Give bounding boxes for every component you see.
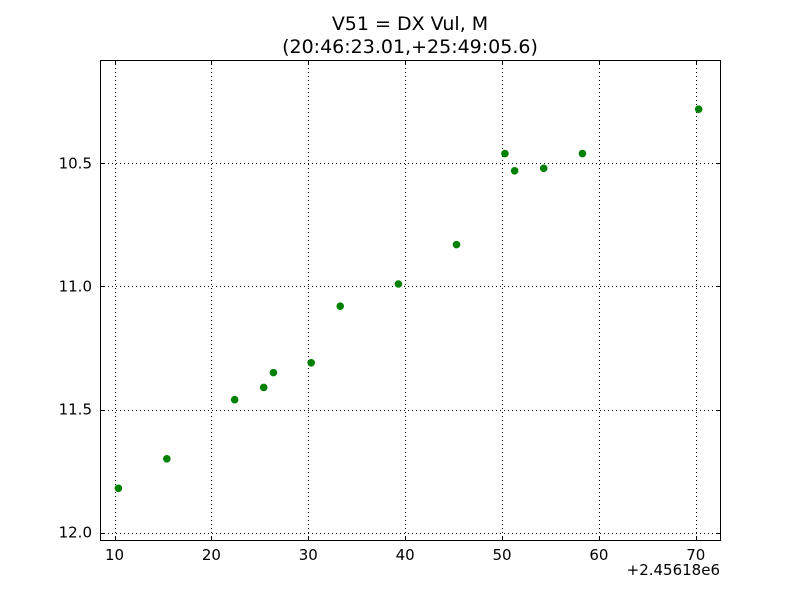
y-tick-label: 11.5 bbox=[59, 401, 92, 419]
data-point bbox=[163, 454, 171, 463]
grid-lines bbox=[100, 60, 720, 540]
data-point bbox=[510, 166, 519, 175]
x-tick-label: 70 bbox=[686, 546, 705, 564]
data-point bbox=[394, 280, 403, 288]
y-tick-label: 11.0 bbox=[59, 277, 92, 295]
chart-title-line-2: (20:46:23.01,+25:49:05.6) bbox=[282, 36, 538, 58]
y-tick-label: 10.5 bbox=[59, 154, 92, 172]
plot-frame bbox=[100, 60, 721, 541]
data-point bbox=[694, 105, 703, 114]
data-point bbox=[230, 395, 239, 404]
data-point bbox=[269, 368, 278, 377]
y-tick-labels: 10.5 11.0 11.5 12.0 bbox=[59, 154, 92, 541]
data-point bbox=[259, 383, 268, 392]
data-point bbox=[501, 149, 509, 158]
axis-ticks bbox=[100, 60, 720, 540]
data-points bbox=[114, 105, 703, 493]
x-tick-label: 50 bbox=[492, 546, 511, 564]
data-point bbox=[452, 240, 461, 249]
x-offset-label: +2.45618e6 bbox=[627, 561, 720, 579]
data-point bbox=[578, 149, 587, 158]
data-point bbox=[336, 302, 345, 310]
y-tick-label: 12.0 bbox=[59, 524, 92, 542]
x-tick-label: 30 bbox=[299, 546, 318, 564]
x-tick-label: 60 bbox=[589, 546, 608, 564]
chart-title-line-1: V51 = DX Vul, M bbox=[332, 13, 488, 35]
data-point bbox=[114, 484, 123, 493]
data-point bbox=[539, 164, 548, 173]
data-point bbox=[307, 358, 315, 367]
x-tick-label: 40 bbox=[396, 546, 415, 564]
x-tick-labels: 10 20 30 40 50 60 70 bbox=[105, 546, 705, 564]
x-tick-label: 20 bbox=[202, 546, 221, 564]
x-tick-label: 10 bbox=[105, 546, 124, 564]
